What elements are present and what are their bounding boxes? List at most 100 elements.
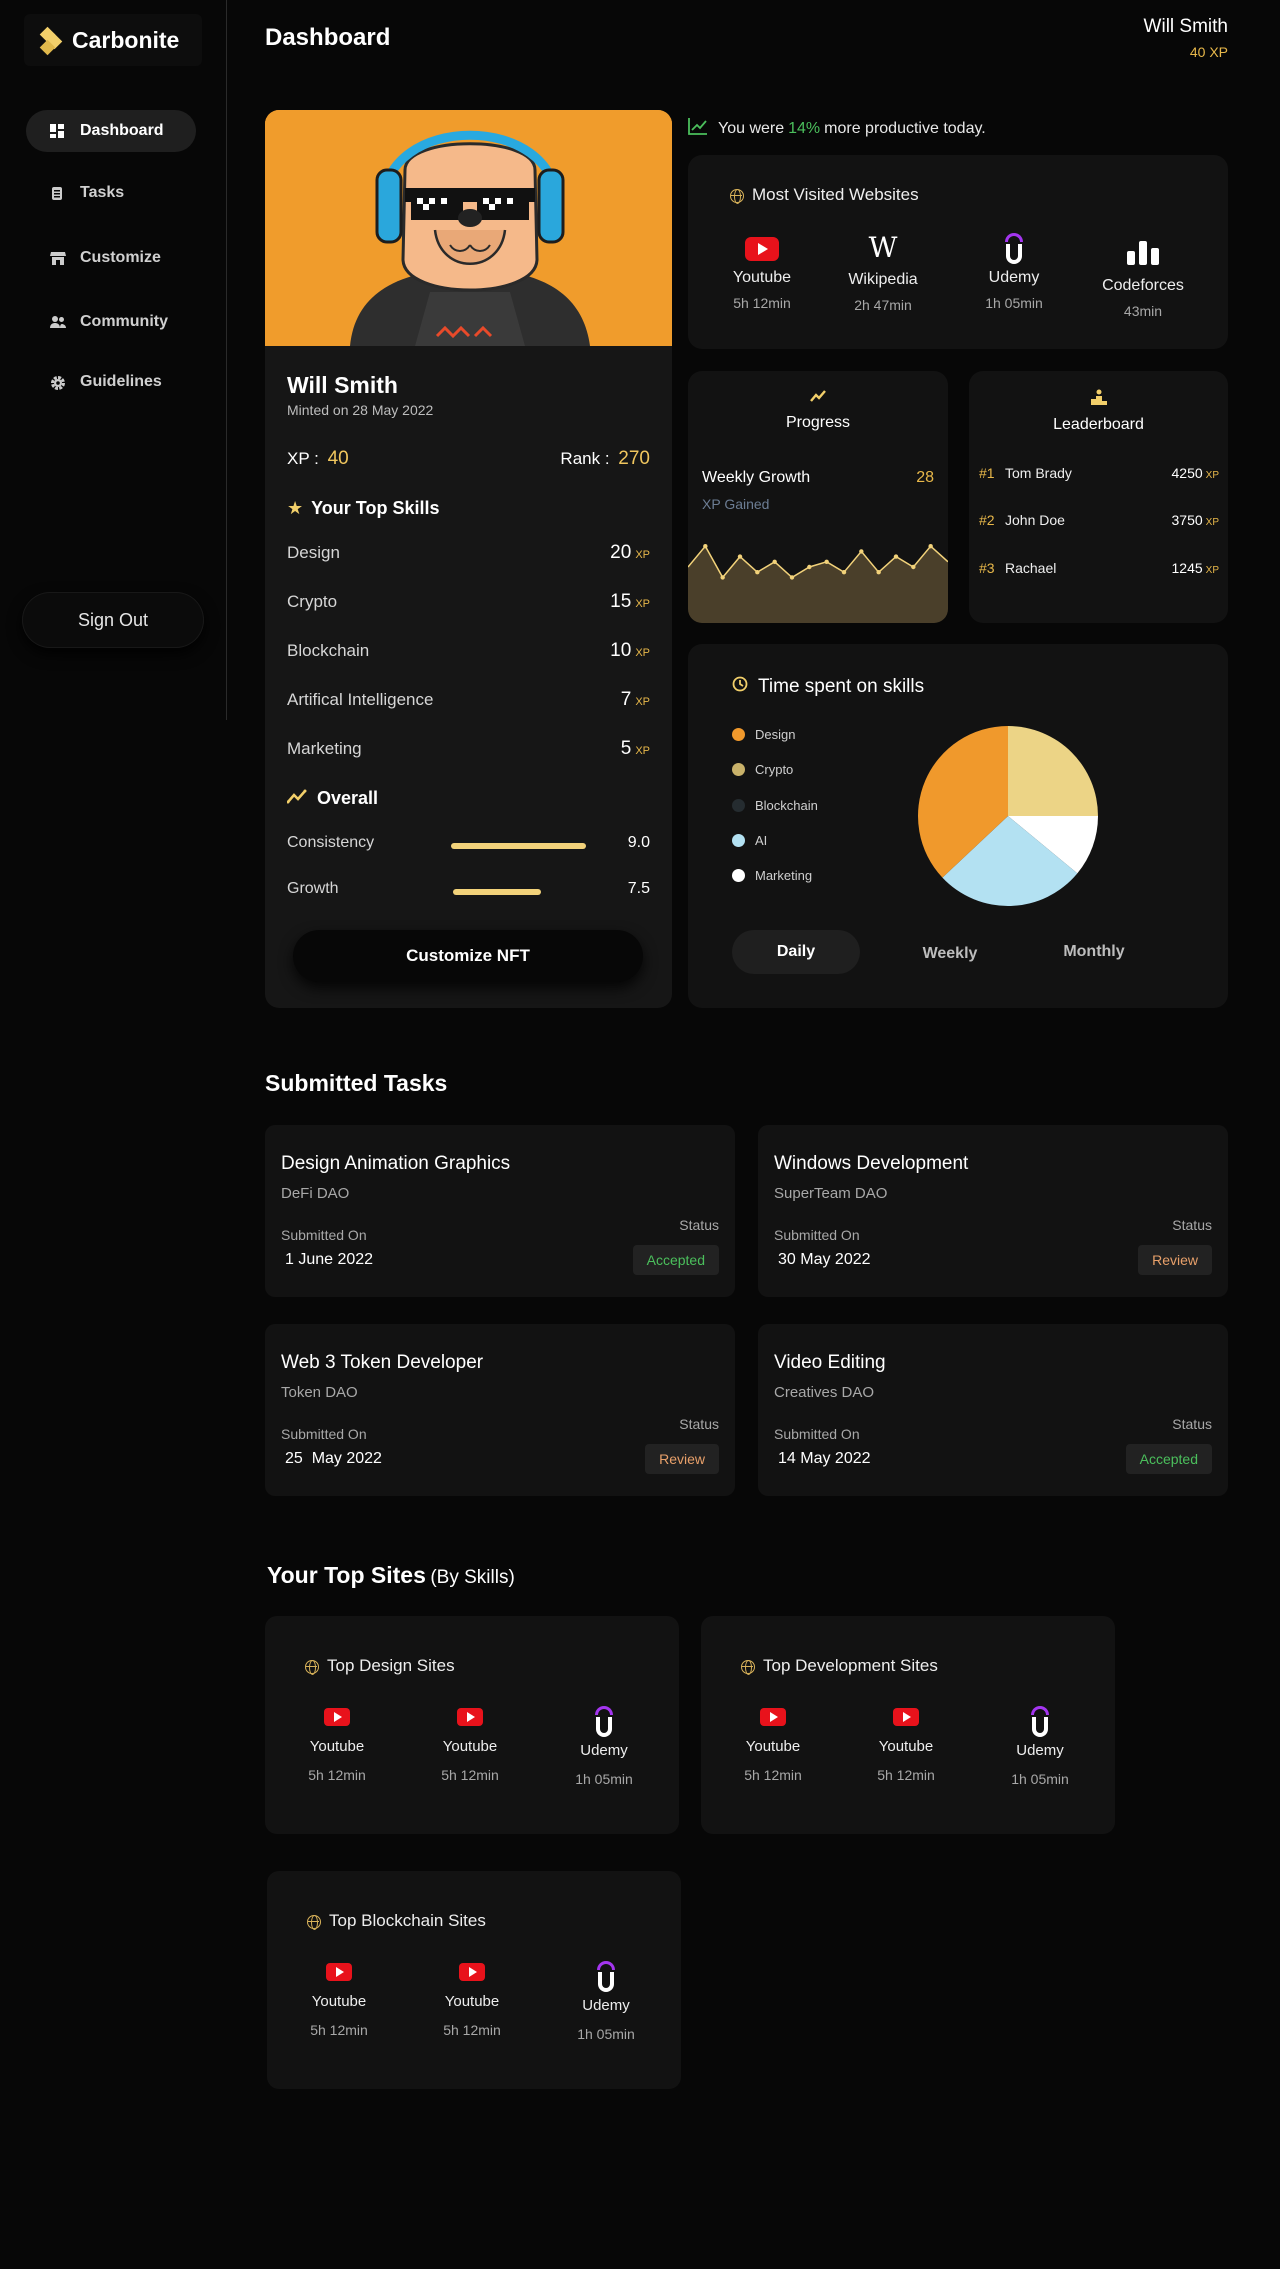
- status-label: Status: [679, 1217, 719, 1233]
- rank-stat: Rank : 270: [560, 448, 650, 470]
- site-youtube[interactable]: Youtube 5h 12min: [415, 1708, 525, 1783]
- skill-row: Artifical Intelligence 7 XP: [287, 689, 650, 711]
- site-youtube[interactable]: Youtube 5h 12min: [282, 1708, 392, 1783]
- task-card[interactable]: Video Editing Creatives DAO Submitted On…: [758, 1324, 1228, 1496]
- trend-icon: [286, 788, 307, 809]
- people-icon: [50, 315, 66, 329]
- nft-avatar-image: [265, 110, 672, 346]
- leaderboard-row[interactable]: #2 John Doe 3750 XP: [979, 512, 1219, 528]
- skill-value: 15 XP: [610, 591, 650, 612]
- growth-value: 7.5: [627, 880, 650, 897]
- top-skills-title: Your Top Skills: [311, 498, 440, 518]
- trend-icon: [688, 389, 948, 408]
- time-spent-card: Time spent on skills Design Crypto Block…: [688, 644, 1228, 1008]
- gear-icon: [50, 375, 65, 390]
- progress-title: Progress: [785, 414, 851, 431]
- xp-gained-label: XP Gained: [702, 496, 770, 512]
- tab-monthly[interactable]: Monthly: [1063, 943, 1125, 960]
- youtube-icon: [459, 1963, 485, 1981]
- task-title: Video Editing: [774, 1352, 886, 1373]
- site-youtube[interactable]: Youtube 5h 12min: [851, 1708, 961, 1783]
- sparkline-point: [859, 549, 864, 554]
- task-org: SuperTeam DAO: [774, 1185, 888, 1202]
- legend-item: Marketing: [732, 868, 812, 883]
- sparkline-point: [789, 575, 795, 580]
- udemy-icon: [1029, 1706, 1051, 1740]
- page-title: Dashboard: [265, 24, 391, 51]
- tab-daily[interactable]: Daily: [732, 930, 860, 974]
- xp-label: XP :: [287, 449, 319, 468]
- tab-weekly[interactable]: Weekly: [922, 945, 978, 962]
- sidebar-item-label: Dashboard: [80, 122, 164, 139]
- sidebar-item-tasks[interactable]: Tasks: [26, 172, 196, 214]
- sparkline-point: [755, 570, 760, 575]
- app-logo[interactable]: Carbonite: [24, 14, 202, 66]
- task-card[interactable]: Web 3 Token Developer Token DAO Submitte…: [265, 1324, 735, 1496]
- sidebar-item-customize[interactable]: Customize: [26, 237, 196, 279]
- task-title: Windows Development: [774, 1153, 969, 1174]
- codeforces-icon: [1127, 241, 1159, 265]
- pie-slice-crypto: [1008, 726, 1098, 816]
- sidebar-item-label: Tasks: [80, 184, 125, 201]
- sparkline-point: [928, 544, 933, 549]
- site-name: Youtube: [732, 269, 792, 286]
- skill-value: 7 XP: [620, 689, 650, 710]
- site-youtube[interactable]: Youtube 5h 12min: [284, 1963, 394, 2038]
- star-icon: ★: [287, 498, 304, 518]
- globe-icon: [741, 1659, 755, 1675]
- sidebar-item-label: Community: [80, 313, 168, 330]
- status-label: Status: [679, 1416, 719, 1432]
- legend-swatch: [732, 799, 745, 812]
- rank-value: 270: [618, 448, 650, 469]
- site-youtube[interactable]: Youtube 5h 12min: [707, 237, 817, 311]
- sidebar: Carbonite Dashboard Tasks Customize Comm…: [0, 0, 227, 720]
- site-udemy[interactable]: Udemy 1h 05min: [549, 1706, 659, 1787]
- task-card[interactable]: Design Animation Graphics DeFi DAO Submi…: [265, 1125, 735, 1297]
- user-name[interactable]: Will Smith: [1143, 16, 1228, 37]
- sidebar-item-community[interactable]: Community: [26, 301, 196, 343]
- leaderboard-row[interactable]: #1 Tom Brady 4250 XP: [979, 465, 1219, 481]
- sparkline-point: [876, 570, 881, 575]
- leaderboard-score: 1245 XP: [1171, 560, 1220, 576]
- site-codeforces[interactable]: Codeforces 43min: [1088, 241, 1198, 319]
- leaderboard-rank: #2: [979, 512, 995, 528]
- status-badge: Accepted: [632, 1245, 719, 1275]
- legend-swatch: [732, 834, 745, 847]
- grid-icon: [50, 124, 64, 138]
- status-label: Status: [1172, 1217, 1212, 1233]
- site-youtube[interactable]: Youtube 5h 12min: [417, 1963, 527, 2038]
- site-udemy[interactable]: Udemy 1h 05min: [551, 1961, 661, 2042]
- site-udemy[interactable]: Udemy 1h 05min: [985, 1706, 1095, 1787]
- top-skills-header: ★ Your Top Skills: [287, 498, 440, 519]
- site-wikipedia[interactable]: W Wikipedia 2h 47min: [828, 231, 938, 314]
- top-development-sites-card: Top Development Sites Youtube 5h 12min Yo…: [701, 1616, 1115, 1834]
- sidebar-item-dashboard[interactable]: Dashboard: [26, 110, 196, 152]
- submitted-on-label: Submitted On: [281, 1227, 367, 1243]
- customize-nft-button[interactable]: Customize NFT: [293, 930, 643, 982]
- consistency-bar: [451, 843, 586, 849]
- consistency-label: Consistency: [287, 834, 375, 851]
- status-badge: Accepted: [1125, 1444, 1212, 1474]
- sign-out-button[interactable]: Sign Out: [22, 592, 204, 648]
- site-youtube[interactable]: Youtube 5h 12min: [718, 1708, 828, 1783]
- submitted-on-label: Submitted On: [774, 1227, 860, 1243]
- sidebar-item-guidelines[interactable]: Guidelines: [26, 361, 196, 403]
- xp-value: 40: [327, 448, 349, 469]
- submitted-date: 1 June 2022: [285, 1251, 374, 1268]
- wikipedia-icon: W: [868, 231, 898, 264]
- status-label: Status: [1172, 1416, 1212, 1432]
- weekly-growth-label: Weekly Growth: [702, 469, 811, 486]
- youtube-icon: [324, 1708, 350, 1726]
- site-name: Udemy: [988, 269, 1040, 286]
- task-card[interactable]: Windows Development SuperTeam DAO Submit…: [758, 1125, 1228, 1297]
- productivity-banner: You were 14% more productive today.: [688, 117, 986, 140]
- app-name: Carbonite: [72, 26, 180, 53]
- task-title: Web 3 Token Developer: [281, 1352, 484, 1373]
- site-name: Codeforces: [1102, 277, 1184, 294]
- minted-date: Minted on 28 May 2022: [287, 402, 434, 418]
- leaderboard-row[interactable]: #3 Rachael 1245 XP: [979, 560, 1219, 576]
- skill-name: Artifical Intelligence: [287, 690, 434, 709]
- sidebar-item-label: Guidelines: [80, 373, 162, 390]
- clock-icon: [732, 676, 748, 698]
- site-udemy[interactable]: Udemy 1h 05min: [959, 233, 1069, 311]
